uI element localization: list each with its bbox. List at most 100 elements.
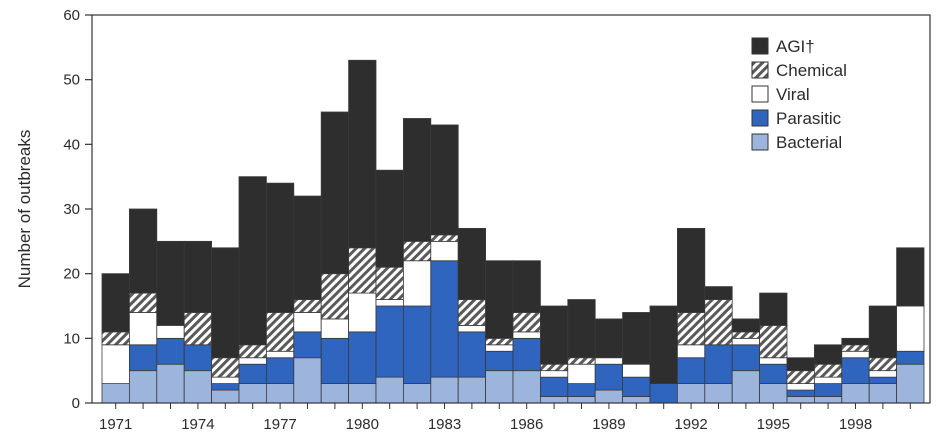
bar-segment-parasitic [759, 363, 788, 385]
bar-segment-bacterial [293, 357, 322, 404]
bar-segment-chemical [841, 344, 870, 352]
bar-segment-parasitic [540, 376, 569, 397]
bar-segment-bacterial [211, 389, 240, 404]
bar-segment-chemical [731, 331, 761, 339]
bar-segment-bacterial [265, 383, 295, 404]
bar-segment-parasitic [348, 331, 377, 385]
bar-segment-parasitic [211, 383, 240, 391]
bar-segment-chemical [677, 312, 706, 346]
bar-segment-bacterial [238, 383, 267, 404]
bar-segment-viral [156, 324, 185, 339]
bar-segment-agi [868, 305, 898, 359]
x-tick-label: 1974 [181, 416, 214, 433]
bar-segment-bacterial [731, 370, 761, 404]
bar-segment-chemical [183, 312, 212, 346]
bar-segment-agi [567, 299, 596, 359]
bar-segment-viral [485, 344, 514, 352]
x-tick-label: 1986 [510, 416, 543, 433]
bar-segment-agi [649, 305, 678, 384]
bar-segment-viral [677, 344, 706, 359]
bar-segment-viral [786, 383, 815, 391]
bar-segment-parasitic [814, 383, 843, 397]
bar-segment-agi [512, 260, 541, 313]
bar-segment-bacterial [540, 396, 569, 404]
bar-segment-agi [211, 247, 240, 359]
bar-segment-agi [375, 169, 404, 268]
bar-segment-bacterial [156, 363, 185, 404]
bar-segment-bacterial [485, 370, 514, 404]
bar-segment-bacterial [457, 376, 487, 404]
bar-segment-chemical [402, 240, 432, 262]
bar-segment-chemical [567, 357, 596, 365]
bar-segment-chemical [375, 266, 404, 300]
bar-segment-bacterial [896, 363, 925, 404]
bar-segment-chemical [814, 363, 843, 378]
bar-segment-bacterial [430, 376, 459, 404]
bar-segment-parasitic [430, 260, 459, 378]
bar-segment-bacterial [786, 396, 815, 404]
bar-segment-parasitic [457, 331, 487, 378]
y-axis-title: Number of outbreaks [15, 130, 34, 289]
bar-segment-viral [402, 260, 432, 307]
bar-segment-viral [430, 240, 459, 262]
bar-segment-bacterial [128, 370, 158, 404]
bar-segment-viral [348, 292, 377, 333]
bar-segment-chemical [868, 357, 898, 372]
bar-segment-bacterial [868, 383, 898, 404]
bar-segment-agi [238, 176, 267, 346]
bar-segment-viral [622, 363, 651, 378]
y-tick-label: 40 [63, 136, 80, 153]
bar-segment-parasitic [896, 350, 925, 365]
bar-segment-parasitic [677, 357, 706, 385]
bar-segment-bacterial [183, 370, 212, 404]
bar-segment-agi [594, 318, 624, 359]
legend-swatch [751, 37, 769, 55]
axes: 0 10 20 30 40 50 60 1971 1974 1977 1980 1983 1986 198… [63, 7, 931, 433]
legend-label: Viral [776, 85, 810, 104]
bar-segment-viral [457, 324, 487, 333]
bar-segment-parasitic [183, 344, 212, 372]
bar-segment-parasitic [156, 337, 185, 365]
bar-segment-agi [622, 312, 651, 365]
bar-segment-agi [677, 227, 706, 313]
bar-segment-bacterial [704, 383, 733, 404]
bar-segment-chemical [512, 312, 541, 333]
bar-segment-chemical [211, 357, 240, 378]
bar-segment-agi [704, 286, 733, 300]
bar-segment-agi [320, 111, 350, 275]
bar-segment-viral [731, 337, 761, 346]
bar-segment-agi [841, 337, 870, 346]
bar-segment-parasitic [731, 344, 761, 372]
legend-swatch [751, 109, 769, 127]
bar-segment-parasitic [704, 344, 733, 384]
bars [101, 59, 925, 404]
bar-segment-agi [786, 357, 815, 372]
bar-segment-parasitic [265, 357, 295, 385]
bar-segment-viral [320, 318, 350, 339]
bar-segment-agi [348, 59, 377, 249]
bar-segment-bacterial [759, 383, 788, 404]
bar-segment-viral [594, 357, 624, 365]
bar-segment-agi [293, 195, 322, 300]
bar-segment-bacterial [594, 389, 624, 404]
legend: AGI† Chemical Viral Parasitic Bacterial [751, 37, 847, 152]
legend-label: Chemical [776, 61, 847, 80]
x-tick-label: 1977 [263, 416, 296, 433]
bar-segment-viral [759, 357, 788, 365]
bar-segment-bacterial [101, 383, 130, 404]
bar-segment-chemical [265, 312, 295, 352]
bar-segment-bacterial [622, 396, 651, 404]
bar-segment-parasitic [622, 376, 651, 397]
x-tick-label: 1989 [592, 416, 625, 433]
x-tick-label: 1998 [839, 416, 872, 433]
bar-segment-chemical [485, 337, 514, 346]
bar-segment-agi [540, 305, 569, 365]
bar-segment-viral [896, 305, 925, 352]
bar-segment-viral [814, 376, 843, 384]
bar-segment-agi [430, 124, 459, 236]
bar-segment-chemical [238, 344, 267, 359]
y-tick-label: 60 [63, 7, 80, 24]
bar-segment-bacterial [348, 383, 377, 404]
bar-segment-viral [512, 331, 541, 339]
